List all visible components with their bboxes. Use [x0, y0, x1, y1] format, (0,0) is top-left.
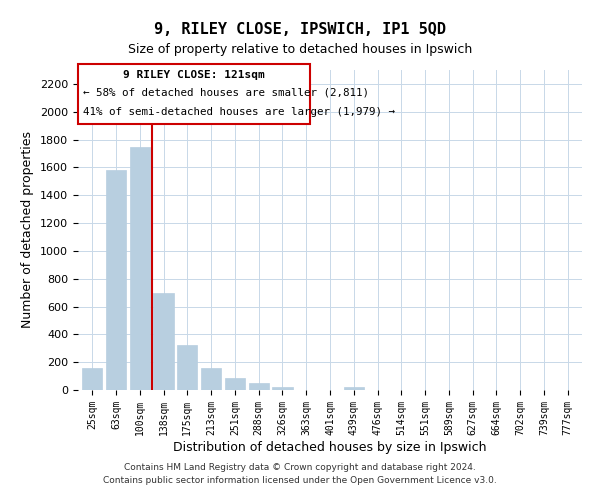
Text: Contains public sector information licensed under the Open Government Licence v3: Contains public sector information licen…: [103, 476, 497, 485]
Bar: [154, 292, 173, 390]
X-axis label: Distribution of detached houses by size in Ipswich: Distribution of detached houses by size …: [173, 440, 487, 454]
Text: 9, RILEY CLOSE, IPSWICH, IP1 5QD: 9, RILEY CLOSE, IPSWICH, IP1 5QD: [154, 22, 446, 38]
Bar: [106, 170, 126, 390]
Text: Contains HM Land Registry data © Crown copyright and database right 2024.: Contains HM Land Registry data © Crown c…: [124, 464, 476, 472]
Bar: [78, 64, 310, 124]
Bar: [177, 346, 197, 390]
Bar: [130, 146, 150, 390]
Text: ← 58% of detached houses are smaller (2,811): ← 58% of detached houses are smaller (2,…: [83, 88, 369, 98]
Bar: [82, 368, 103, 390]
Y-axis label: Number of detached properties: Number of detached properties: [22, 132, 34, 328]
Text: Size of property relative to detached houses in Ipswich: Size of property relative to detached ho…: [128, 42, 472, 56]
Text: 9 RILEY CLOSE: 121sqm: 9 RILEY CLOSE: 121sqm: [123, 70, 265, 80]
Bar: [272, 386, 293, 390]
Bar: [248, 383, 269, 390]
Bar: [344, 387, 364, 390]
Text: 41% of semi-detached houses are larger (1,979) →: 41% of semi-detached houses are larger (…: [83, 107, 395, 117]
Bar: [201, 368, 221, 390]
Bar: [225, 378, 245, 390]
